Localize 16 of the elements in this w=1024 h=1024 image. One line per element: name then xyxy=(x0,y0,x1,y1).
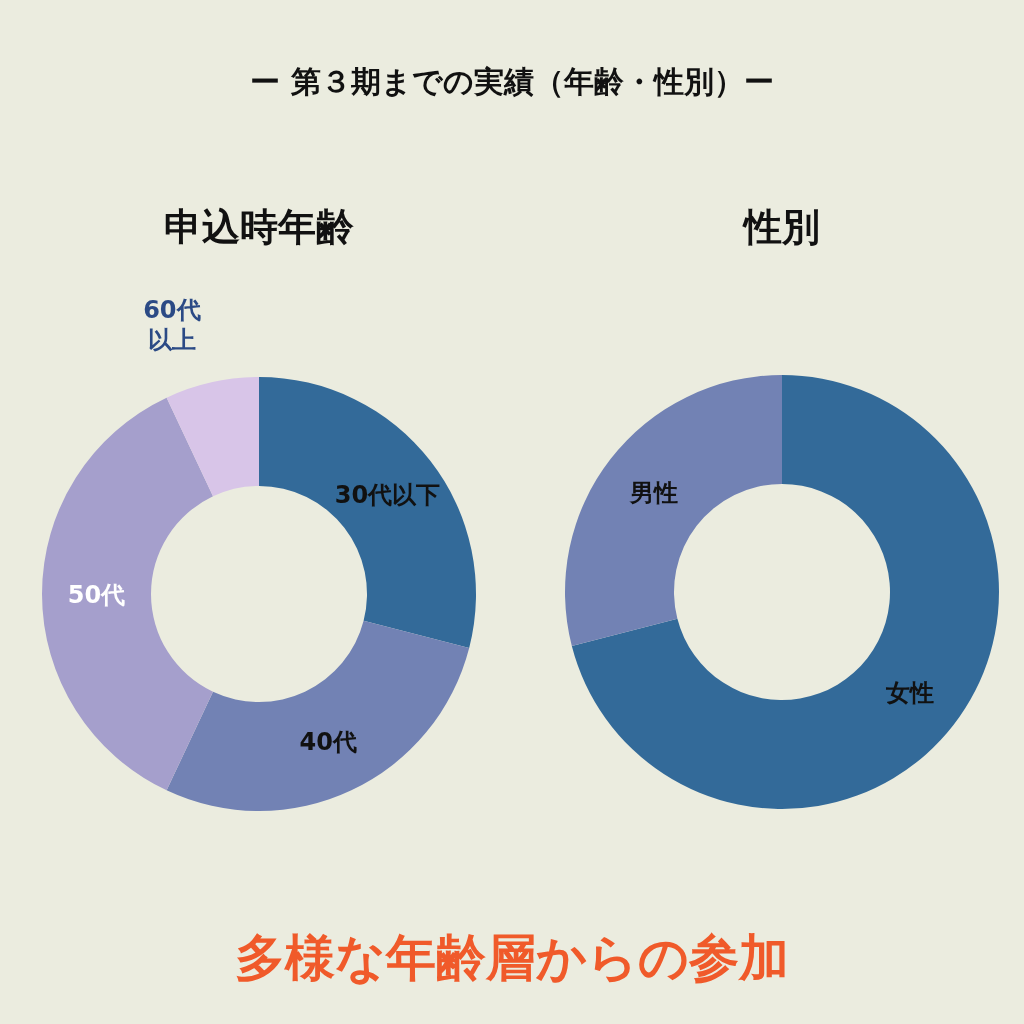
slice-label: 50代 xyxy=(67,581,126,609)
slice-label: 女性 xyxy=(885,678,935,707)
text: 多様な年齢層からの参加 xyxy=(235,929,789,987)
donut-slice xyxy=(565,375,782,646)
donut-slice xyxy=(259,377,476,648)
slice-label: 40代 xyxy=(299,728,357,757)
chart-title: 申込時年齢 xyxy=(164,205,354,249)
text: ー 第３期までの実績（年齢・性別）ー xyxy=(250,64,774,99)
slice-label: 30代以下 xyxy=(334,481,441,510)
chart-title: 性別 xyxy=(742,205,820,249)
slice-label: 男性 xyxy=(628,479,678,508)
donut-slice xyxy=(166,377,259,497)
slice-label: 60代以上 xyxy=(143,296,201,355)
donut-slice xyxy=(42,397,214,791)
donut-slice xyxy=(166,620,470,811)
donut-slice xyxy=(571,375,999,809)
